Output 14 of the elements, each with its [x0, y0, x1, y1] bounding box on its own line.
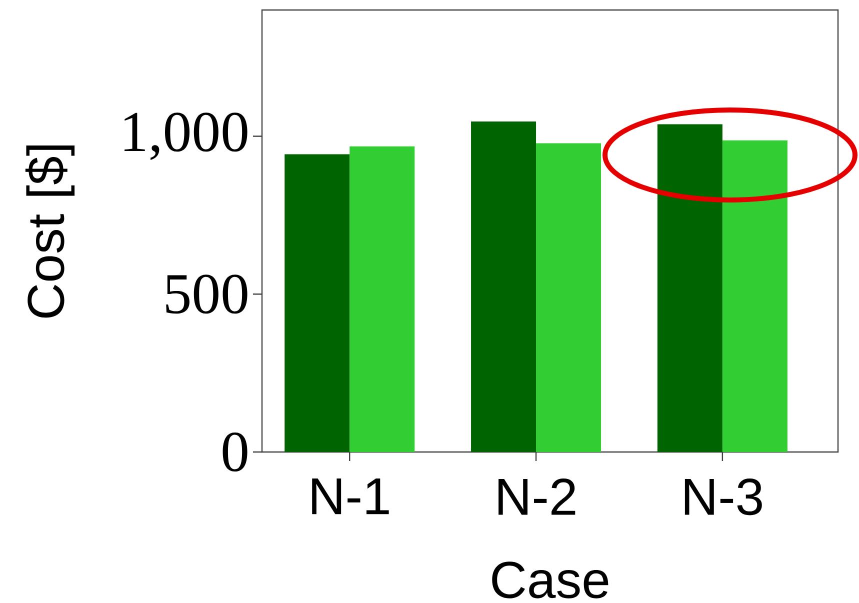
bar [350, 146, 415, 452]
y-tick-label: 500 [166, 274, 248, 314]
y-axis-title: Cost [$] [25, 145, 75, 318]
x-tick-label: N-2 [498, 478, 576, 515]
bar [722, 140, 788, 452]
bar [284, 154, 350, 452]
x-tick-label: N-1 [312, 478, 389, 514]
y-tick-label: 0 [222, 432, 248, 472]
bar [657, 124, 722, 452]
x-tick-label: N-3 [684, 478, 762, 516]
bar [471, 121, 536, 452]
y-tick-label: 1,000 [124, 112, 248, 160]
bar [536, 143, 602, 452]
x-axis-title: Case [492, 562, 608, 598]
